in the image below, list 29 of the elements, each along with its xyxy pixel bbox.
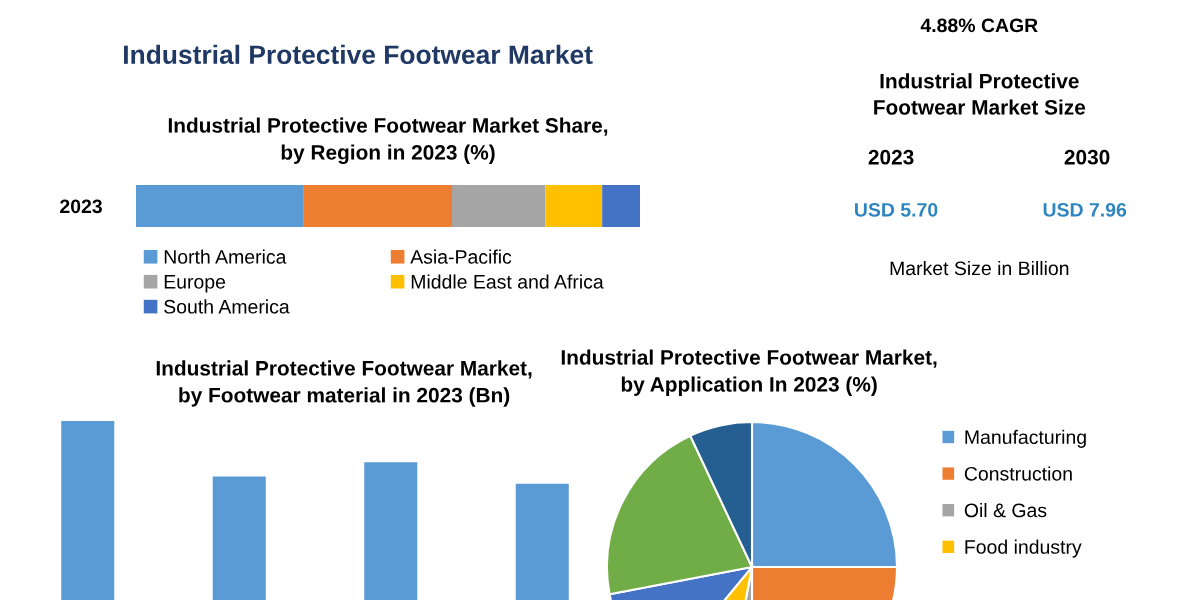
legend-label: Manufacturing	[965, 429, 1086, 448]
legend-label: Asia-Pacific	[410, 249, 512, 264]
bar	[602, 185, 640, 227]
text: Industrial Protective Footwear Market Size	[874, 73, 1086, 115]
text: USD 5.70	[855, 202, 938, 217]
bar	[364, 462, 418, 600]
bar	[61, 421, 115, 600]
chart-title: Industrial Protective Footwear Market	[124, 44, 593, 65]
legend-label: Middle East and Africa	[411, 274, 604, 289]
text: USD 7.96	[1043, 202, 1127, 217]
text: 2030	[1064, 149, 1110, 165]
legend-label: Oil & Gas	[964, 502, 1047, 518]
legend-label: South America	[164, 299, 290, 314]
text: 2023	[60, 199, 102, 214]
bar	[545, 185, 603, 227]
bar	[515, 483, 569, 600]
bar	[212, 476, 266, 600]
legend-label: Europe	[164, 275, 226, 293]
text: 4.88% CAGR	[920, 18, 1038, 33]
bar	[452, 185, 546, 227]
bar	[303, 185, 453, 227]
legend-label: Construction	[964, 466, 1072, 481]
chart-title: Industrial Protective Footwear Market, by Application In 2023 (%)	[561, 349, 937, 396]
legend-label: Food industry	[965, 539, 1082, 558]
chart-title: Industrial Protective Footwear Market, by Footwear material in 2023 (Bn)	[156, 360, 532, 407]
text: Industrial Protective Footwear Market Share, by Region in 2023 (%)	[168, 117, 608, 164]
bar	[136, 185, 304, 227]
text: Market Size in Billion	[890, 260, 1069, 276]
legend-label: North America	[164, 249, 287, 264]
